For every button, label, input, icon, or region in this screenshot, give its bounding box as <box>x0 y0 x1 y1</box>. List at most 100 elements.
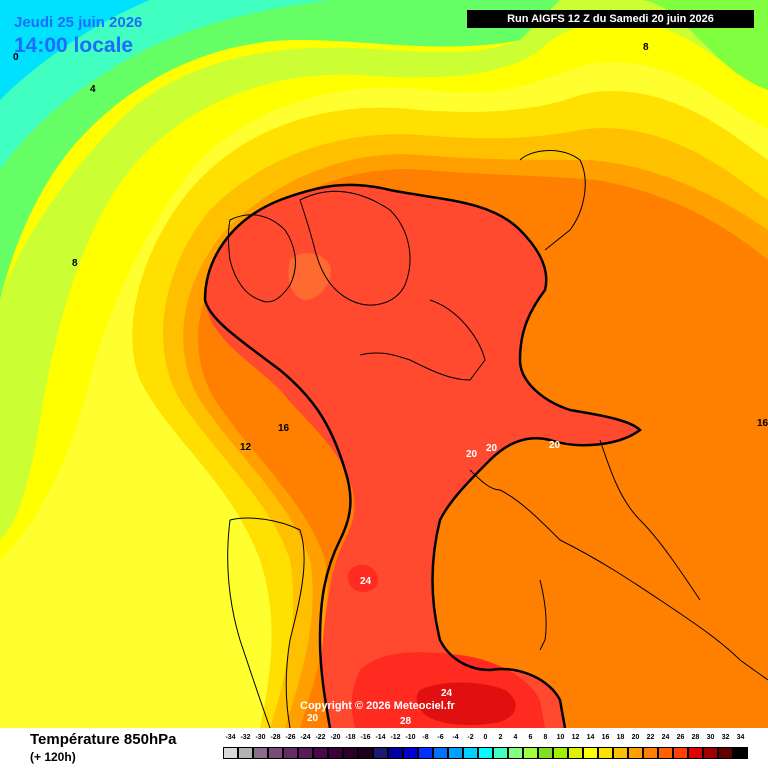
legend-value: 18 <box>616 734 625 741</box>
legend-value: -8 <box>422 734 429 741</box>
legend-value: -16 <box>360 734 371 741</box>
isotherm-label: 24 <box>360 576 372 587</box>
run-info: Run AIGFS 12 Z du Samedi 20 juin 2026 <box>467 10 754 28</box>
isotherm-label: 20 <box>486 443 498 454</box>
legend-swatch <box>253 747 268 759</box>
legend-swatch <box>463 747 478 759</box>
legend-value: 30 <box>706 734 715 741</box>
copyright-text: Copyright © 2026 Meteociel.fr <box>300 700 455 712</box>
legend-value: 2 <box>498 734 503 741</box>
band-cyan <box>0 0 330 170</box>
legend-swatch <box>478 747 493 759</box>
legend-swatch <box>373 747 388 759</box>
legend-swatch <box>328 747 343 759</box>
legend-value: -26 <box>285 734 296 741</box>
legend-value: 14 <box>586 734 595 741</box>
temperature-map: Jeudi 25 juin 2026 14:00 locale Run AIGF… <box>0 0 768 728</box>
legend-value: -30 <box>255 734 266 741</box>
legend-swatch <box>643 747 658 759</box>
legend-value: -12 <box>390 734 401 741</box>
legend-value: -18 <box>345 734 356 741</box>
isotherm-20-east <box>203 183 642 728</box>
band-22 <box>205 184 640 728</box>
isotherm-label: 4 <box>90 84 96 95</box>
legend-value: 20 <box>631 734 640 741</box>
forecast-time: 14:00 locale <box>14 34 134 57</box>
legend-swatch <box>583 747 598 759</box>
legend-swatch <box>553 747 568 759</box>
legend-value: 8 <box>543 734 548 741</box>
forecast-lead: (+ 120h) <box>30 750 76 764</box>
legend-swatch <box>283 747 298 759</box>
legend-swatch <box>598 747 613 759</box>
legend-swatch <box>433 747 448 759</box>
legend-swatch <box>238 747 253 759</box>
isotherm-label: 24 <box>441 688 453 699</box>
legend-swatch <box>613 747 628 759</box>
legend-value: 34 <box>736 734 745 741</box>
legend-swatch <box>628 747 643 759</box>
legend-value: -32 <box>240 734 251 741</box>
legend-value: -24 <box>300 734 311 741</box>
legend-value: 22 <box>646 734 655 741</box>
legend-swatch <box>403 747 418 759</box>
legend-swatch <box>568 747 583 759</box>
legend-value: 16 <box>601 734 610 741</box>
legend-value: -6 <box>437 734 444 741</box>
legend-swatch <box>508 747 523 759</box>
legend-swatch <box>223 747 238 759</box>
legend-value: -14 <box>375 734 386 741</box>
band-26 <box>416 682 516 726</box>
legend-value: -34 <box>225 734 236 741</box>
map-canvas <box>0 0 768 728</box>
isotherm-label: 20 <box>466 449 478 460</box>
isotherm-label: 0 <box>13 52 19 63</box>
band-green-light <box>0 0 560 300</box>
legend-swatch <box>388 747 403 759</box>
coastlines <box>227 150 768 728</box>
legend-value: -10 <box>405 734 416 741</box>
forecast-date: Jeudi 25 juin 2026 <box>14 14 143 31</box>
legend-value: -20 <box>330 734 341 741</box>
legend-value: 0 <box>483 734 488 741</box>
legend-swatch <box>733 747 748 759</box>
isotherm-label: 16 <box>278 423 290 434</box>
legend-value: 6 <box>528 734 533 741</box>
legend-swatch <box>523 747 538 759</box>
isotherm-label: 16 <box>757 418 768 429</box>
isotherm-label: 12 <box>240 442 252 453</box>
legend-value: -2 <box>467 734 474 741</box>
isotherm-label: 28 <box>400 716 412 727</box>
isotherm-20-west <box>203 299 352 728</box>
isotherm-label: 8 <box>72 258 78 269</box>
isotherm-label: 20 <box>307 713 319 724</box>
isotherm-label: 20 <box>549 440 561 451</box>
legend-value: -22 <box>315 734 326 741</box>
legend-swatch <box>448 747 463 759</box>
legend-swatch <box>298 747 313 759</box>
legend-swatch <box>313 747 328 759</box>
legend-swatch <box>538 747 553 759</box>
legend-value: 24 <box>661 734 670 741</box>
legend-swatch <box>688 747 703 759</box>
variable-title: Température 850hPa <box>30 731 177 748</box>
legend-swatch <box>343 747 358 759</box>
uk-cool-spot <box>288 253 331 300</box>
band-cyan-deep <box>0 0 150 100</box>
legend-value: 28 <box>691 734 700 741</box>
legend-value: 10 <box>556 734 565 741</box>
isotherm-label: 8 <box>643 42 649 53</box>
legend-value: -28 <box>270 734 281 741</box>
legend-swatch <box>358 747 373 759</box>
legend-value: 32 <box>721 734 730 741</box>
legend-swatch <box>418 747 433 759</box>
legend-swatch <box>718 747 733 759</box>
legend-swatch <box>673 747 688 759</box>
legend-value: 4 <box>513 734 518 741</box>
legend-swatch <box>703 747 718 759</box>
legend-value: 12 <box>571 734 580 741</box>
legend-value: 26 <box>676 734 685 741</box>
legend-footer: Température 850hPa (+ 120h) -34 -32 -30 -28… <box>0 728 768 768</box>
legend-value: -4 <box>452 734 459 741</box>
hotspot-24 <box>347 564 379 592</box>
